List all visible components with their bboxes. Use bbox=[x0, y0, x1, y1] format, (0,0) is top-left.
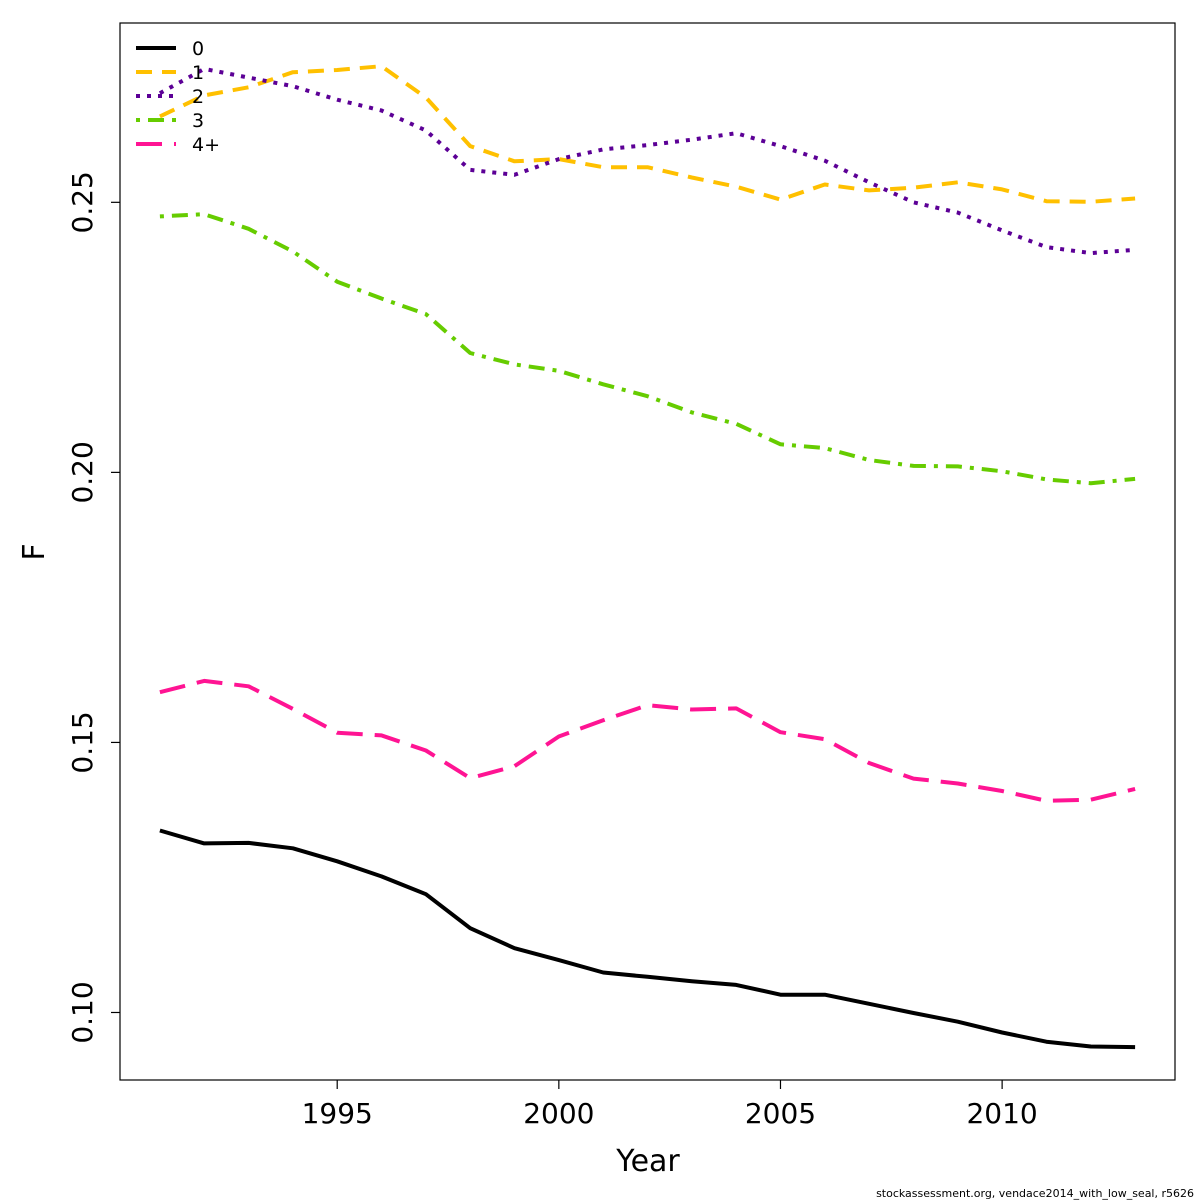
y-axis-title: F bbox=[17, 543, 52, 560]
x-tick-label: 1995 bbox=[302, 1097, 373, 1130]
x-tick-label: 2010 bbox=[966, 1097, 1037, 1130]
y-tick-label: 0.15 bbox=[66, 711, 99, 773]
y-tick-label: 0.10 bbox=[66, 981, 99, 1043]
series-line-2 bbox=[158, 66, 1136, 256]
legend-label: 2 bbox=[192, 86, 204, 108]
legend-label: 4+ bbox=[192, 134, 220, 156]
series-line-1 bbox=[159, 64, 1136, 204]
y-tick-label: 0.20 bbox=[66, 441, 99, 503]
y-axis: 0.10 0.15 0.20 0.25 bbox=[66, 171, 120, 1044]
series-layer bbox=[158, 64, 1136, 1050]
legend-label: 1 bbox=[192, 62, 204, 84]
credit-text: stockassessment.org, vendace2014_with_lo… bbox=[876, 1187, 1194, 1200]
y-tick-label: 0.25 bbox=[66, 171, 99, 233]
x-tick-label: 2000 bbox=[523, 1097, 594, 1130]
x-axis: 1995 2000 2005 2010 bbox=[302, 1080, 1038, 1130]
series-line-4plus bbox=[159, 678, 1136, 803]
series-line-3 bbox=[159, 212, 1136, 486]
plot-frame bbox=[119, 22, 1176, 1081]
legend-label: 3 bbox=[192, 110, 204, 132]
legend-label: 0 bbox=[192, 38, 204, 60]
x-axis-title: Year bbox=[615, 1144, 680, 1179]
x-tick-label: 2005 bbox=[745, 1097, 816, 1130]
series-line-0 bbox=[159, 828, 1136, 1050]
